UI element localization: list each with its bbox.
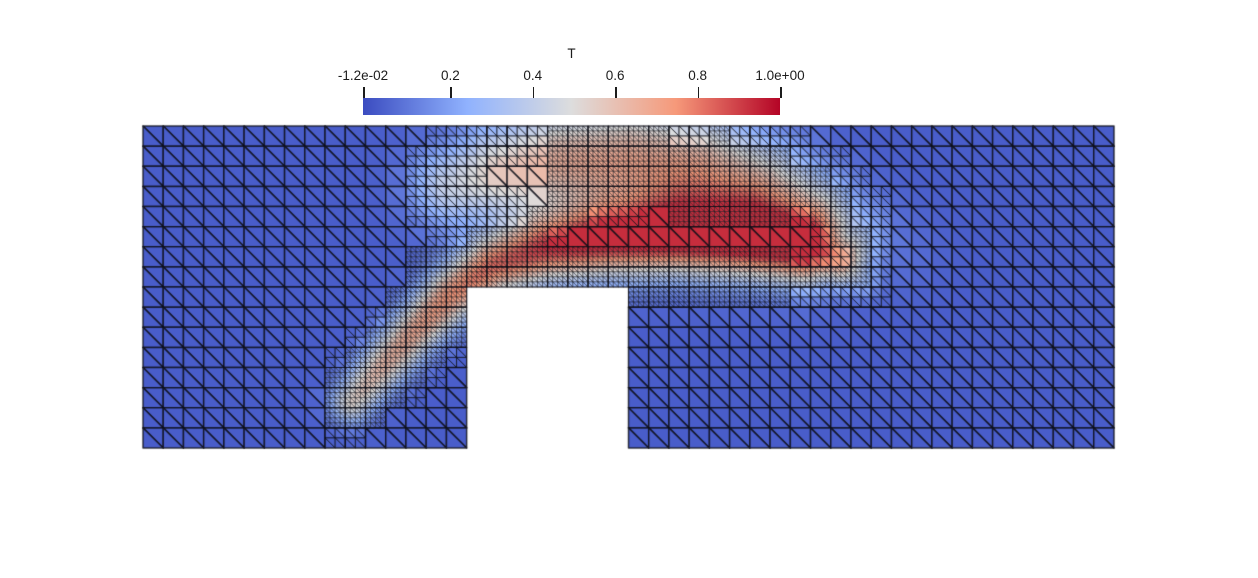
colorbar-tick-label: 0.8 bbox=[688, 68, 707, 83]
colorbar-tick-label: 0.4 bbox=[523, 68, 543, 83]
colorbar-tick bbox=[615, 87, 617, 98]
colorbar-tick bbox=[697, 87, 700, 98]
colorbar-tick bbox=[363, 87, 365, 98]
colorbar-tick-label: -1.2e-02 bbox=[337, 68, 389, 83]
colorbar-gradient-bar[interactable] bbox=[363, 98, 780, 115]
colorbar-tick bbox=[532, 87, 535, 98]
colorbar-tick bbox=[780, 87, 782, 98]
colorbar-tick-label: 0.2 bbox=[440, 68, 460, 83]
colorbar-tick-label: 1.0e+00 bbox=[755, 68, 805, 83]
colorbar-tick-label: 0.6 bbox=[605, 68, 625, 83]
colorbar-tick bbox=[450, 87, 452, 98]
colorbar[interactable]: T -1.2e-02 0.2 0.4 0.6 0.8 1.0e+00 bbox=[0, 0, 1258, 130]
colorbar-title: T bbox=[567, 46, 576, 61]
